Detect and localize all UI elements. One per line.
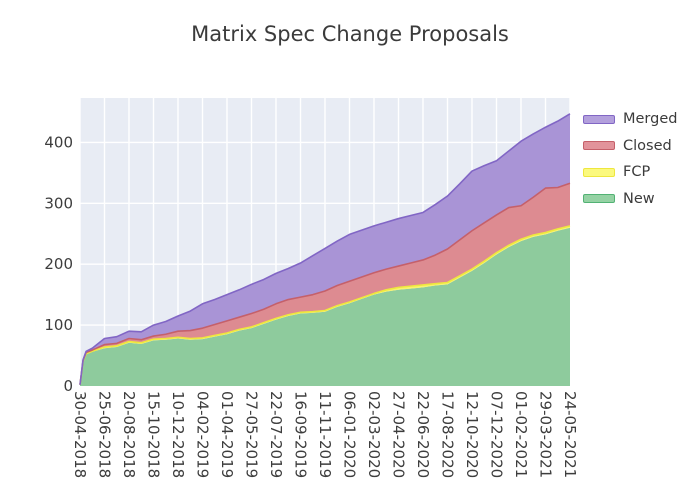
x-tick-label: 22-07-2019 bbox=[267, 391, 285, 478]
legend-item-fcp: FCP bbox=[583, 159, 677, 186]
x-tick-label: 01-02-2021 bbox=[512, 391, 530, 478]
chart-title: Matrix Spec Change Proposals bbox=[191, 22, 509, 46]
x-tick-label: 02-03-2020 bbox=[365, 391, 383, 478]
fcp-swatch bbox=[583, 167, 615, 177]
merged-swatch bbox=[583, 114, 615, 124]
legend-item-new: New bbox=[583, 186, 677, 213]
x-tick-label: 27-04-2020 bbox=[390, 391, 408, 478]
legend-label-merged: Merged bbox=[623, 111, 678, 128]
legend-item-closed: Closed bbox=[583, 133, 677, 160]
area-closed bbox=[80, 183, 570, 385]
legend-label-new: New bbox=[623, 190, 655, 207]
x-tick-label: 20-08-2018 bbox=[120, 391, 138, 478]
edge-fcp bbox=[79, 225, 571, 385]
x-tick-label: 12-10-2020 bbox=[463, 391, 481, 478]
x-tick-label: 30-04-2018 bbox=[71, 391, 89, 478]
legend-label-fcp: FCP bbox=[623, 164, 651, 181]
y-tick-label: 100 bbox=[44, 316, 73, 334]
x-tick-label: 10-12-2018 bbox=[169, 391, 187, 478]
edge-closed bbox=[79, 182, 571, 385]
x-tick-label: 29-03-2021 bbox=[537, 391, 555, 478]
legend-label-closed: Closed bbox=[623, 137, 672, 154]
y-tick-label: 400 bbox=[44, 133, 73, 151]
x-tick-label: 04-02-2019 bbox=[194, 391, 212, 478]
y-tick-label: 200 bbox=[44, 255, 73, 273]
edge-merged bbox=[79, 113, 571, 385]
x-tick-label: 01-04-2019 bbox=[218, 391, 236, 478]
closed-swatch bbox=[583, 141, 615, 151]
x-tick-label: 06-01-2020 bbox=[341, 391, 359, 478]
y-tick-label: 300 bbox=[44, 194, 73, 212]
x-tick-label: 25-06-2018 bbox=[96, 391, 114, 478]
x-tick-label: 16-09-2019 bbox=[292, 391, 310, 478]
x-tick-label: 15-10-2018 bbox=[145, 391, 163, 478]
legend-item-merged: Merged bbox=[583, 106, 677, 133]
x-tick-label: 22-06-2020 bbox=[414, 391, 432, 478]
x-tick-label: 07-12-2020 bbox=[488, 391, 506, 478]
y-tick-label: 0 bbox=[63, 377, 73, 395]
area-new bbox=[80, 227, 570, 386]
x-tick-label: 24-05-2021 bbox=[561, 391, 579, 478]
legend: Merged Closed FCP New bbox=[583, 106, 677, 212]
x-tick-label: 27-05-2019 bbox=[243, 391, 261, 478]
x-tick-label: 11-11-2019 bbox=[316, 391, 334, 478]
new-swatch bbox=[583, 194, 615, 204]
x-tick-label: 17-08-2020 bbox=[439, 391, 457, 478]
